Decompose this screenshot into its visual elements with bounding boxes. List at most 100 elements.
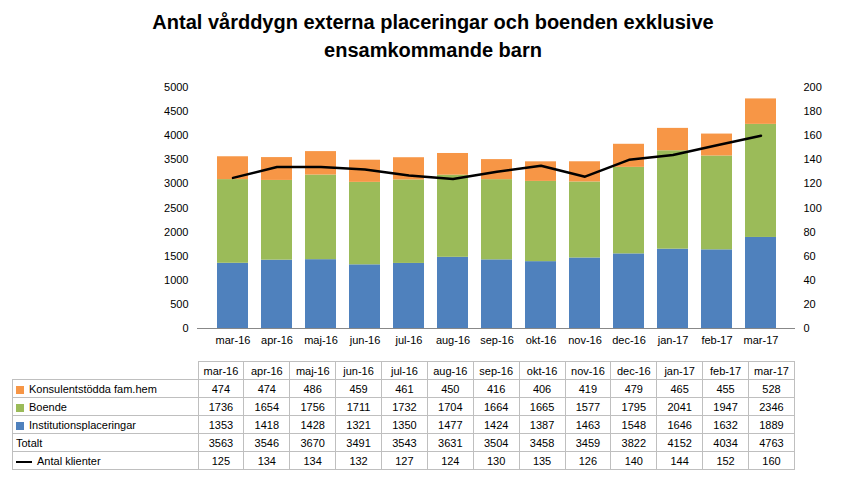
html-text:1664: 1664 [483,400,509,413]
html-text:3546: 3546 [254,436,279,449]
svg-text:jul-16: jul-16 [395,334,423,346]
html-text:aug-16: aug-16 [433,364,468,377]
html-text:1577: 1577 [575,400,601,413]
html-text:528: 528 [762,382,781,395]
html-text:1424: 1424 [483,418,509,431]
html-text:3458: 3458 [529,436,555,449]
html-text:1548: 1548 [621,418,646,431]
html-text:479: 479 [624,382,643,395]
svg-text:2500: 2500 [164,202,188,214]
svg-text:mar-16: mar-16 [216,334,251,346]
html-text:apr-16: apr-16 [250,364,283,377]
html-text:1428: 1428 [300,418,325,431]
html-text:406: 406 [532,382,552,395]
html-text:sep-16: sep-16 [479,364,513,377]
svg-text:160: 160 [804,129,822,141]
html-text:1711: 1711 [346,400,371,413]
svg-text:feb-17: feb-17 [701,334,732,346]
html-text:1321: 1321 [346,418,371,431]
html-text:dec-16: dec-16 [617,364,651,377]
html-text:474: 474 [257,382,276,395]
svg-text:4500: 4500 [164,105,188,117]
html-text:3543: 3543 [392,436,417,449]
html-text:416: 416 [487,382,506,395]
html-text:1947: 1947 [713,400,738,413]
html-text:1795: 1795 [621,400,646,413]
svg-text:apr-16: apr-16 [261,334,293,346]
html-text:jul-16: jul-16 [391,364,418,377]
svg-text:40: 40 [804,274,816,286]
svg-text:dec-16: dec-16 [612,334,646,346]
svg-text:okt-16: okt-16 [526,334,557,346]
html-text:2041: 2041 [667,400,692,413]
html-text:Konsulentstödda fam.hem: Konsulentstödda fam.hem [29,382,157,395]
html-text:1732: 1732 [392,400,417,413]
html-text:mar-17: mar-17 [754,364,789,377]
svg-text:500: 500 [170,298,188,310]
svg-text:3000: 3000 [164,177,188,189]
html-text:3670: 3670 [300,436,325,449]
svg-text:aug-16: aug-16 [436,334,470,346]
svg-text:jan-17: jan-17 [657,334,689,346]
svg-text:0: 0 [182,322,188,334]
html-text:maj-16: maj-16 [295,364,330,377]
svg-text:1500: 1500 [164,250,188,262]
html-text:474: 474 [211,382,231,395]
svg-text:100: 100 [804,202,822,214]
svg-text:120: 120 [804,177,822,189]
svg-text:4000: 4000 [164,129,188,141]
svg-text:maj-16: maj-16 [304,334,338,346]
html-text:1350: 1350 [392,418,417,431]
html-text:jun-16: jun-16 [343,364,374,377]
html-text:1387: 1387 [529,418,555,431]
svg-text:20: 20 [804,298,816,310]
html-text:2346: 2346 [759,400,784,413]
html-text:1654: 1654 [254,400,279,413]
svg-text:3500: 3500 [164,153,188,165]
svg-text:nov-16: nov-16 [568,334,602,346]
svg-text:80: 80 [804,226,816,238]
html-text:486: 486 [303,382,322,395]
html-text:Antal vårddygn externa placeri: Antal vårddygn externa placeringar och b… [152,11,714,61]
svg-text:200: 200 [804,81,822,93]
html-text:Boende: Boende [29,400,67,413]
html-text:1646: 1646 [667,418,692,431]
html-text:1756: 1756 [300,400,325,413]
html-text:okt-16: okt-16 [526,364,558,377]
html-text:3491: 3491 [346,436,371,449]
svg-text:60: 60 [804,250,816,262]
html-text:450: 450 [441,382,460,395]
html-text:1477: 1477 [438,418,463,431]
html-text:1463: 1463 [575,418,601,431]
svg-text:5000: 5000 [164,81,188,93]
html-text:455: 455 [716,382,735,395]
svg-text:0: 0 [804,322,810,334]
svg-text:sep-16: sep-16 [480,334,514,346]
html-text:1665: 1665 [529,400,555,413]
html-text:1418: 1418 [254,418,279,431]
html-text:nov-16: nov-16 [571,364,605,377]
html-text:419: 419 [578,382,598,395]
html-text:jan-17: jan-17 [664,364,695,377]
svg-text:140: 140 [804,153,822,165]
html-text:3631: 3631 [438,436,463,449]
html-text:1353: 1353 [208,418,234,431]
html-text:1736: 1736 [208,400,234,413]
html-text:feb-17: feb-17 [710,364,742,377]
html-text:mar-16: mar-16 [203,364,239,377]
html-text:1704: 1704 [438,400,463,413]
html-text:1889: 1889 [759,418,784,431]
svg-text:1000: 1000 [164,274,188,286]
html-text:1632: 1632 [713,418,738,431]
html-text:465: 465 [670,382,689,395]
html-text:459: 459 [349,382,368,395]
svg-text:2000: 2000 [164,226,188,238]
html-text:461: 461 [395,382,414,395]
svg-text:mar-17: mar-17 [744,334,779,346]
html-text:Institutionsplaceringar: Institutionsplaceringar [29,418,136,431]
svg-text:jun-16: jun-16 [349,334,381,346]
svg-text:180: 180 [804,105,822,117]
html-text:Totalt: Totalt [16,436,43,449]
html-text:3563: 3563 [208,436,234,449]
html-text:3504: 3504 [483,436,509,449]
